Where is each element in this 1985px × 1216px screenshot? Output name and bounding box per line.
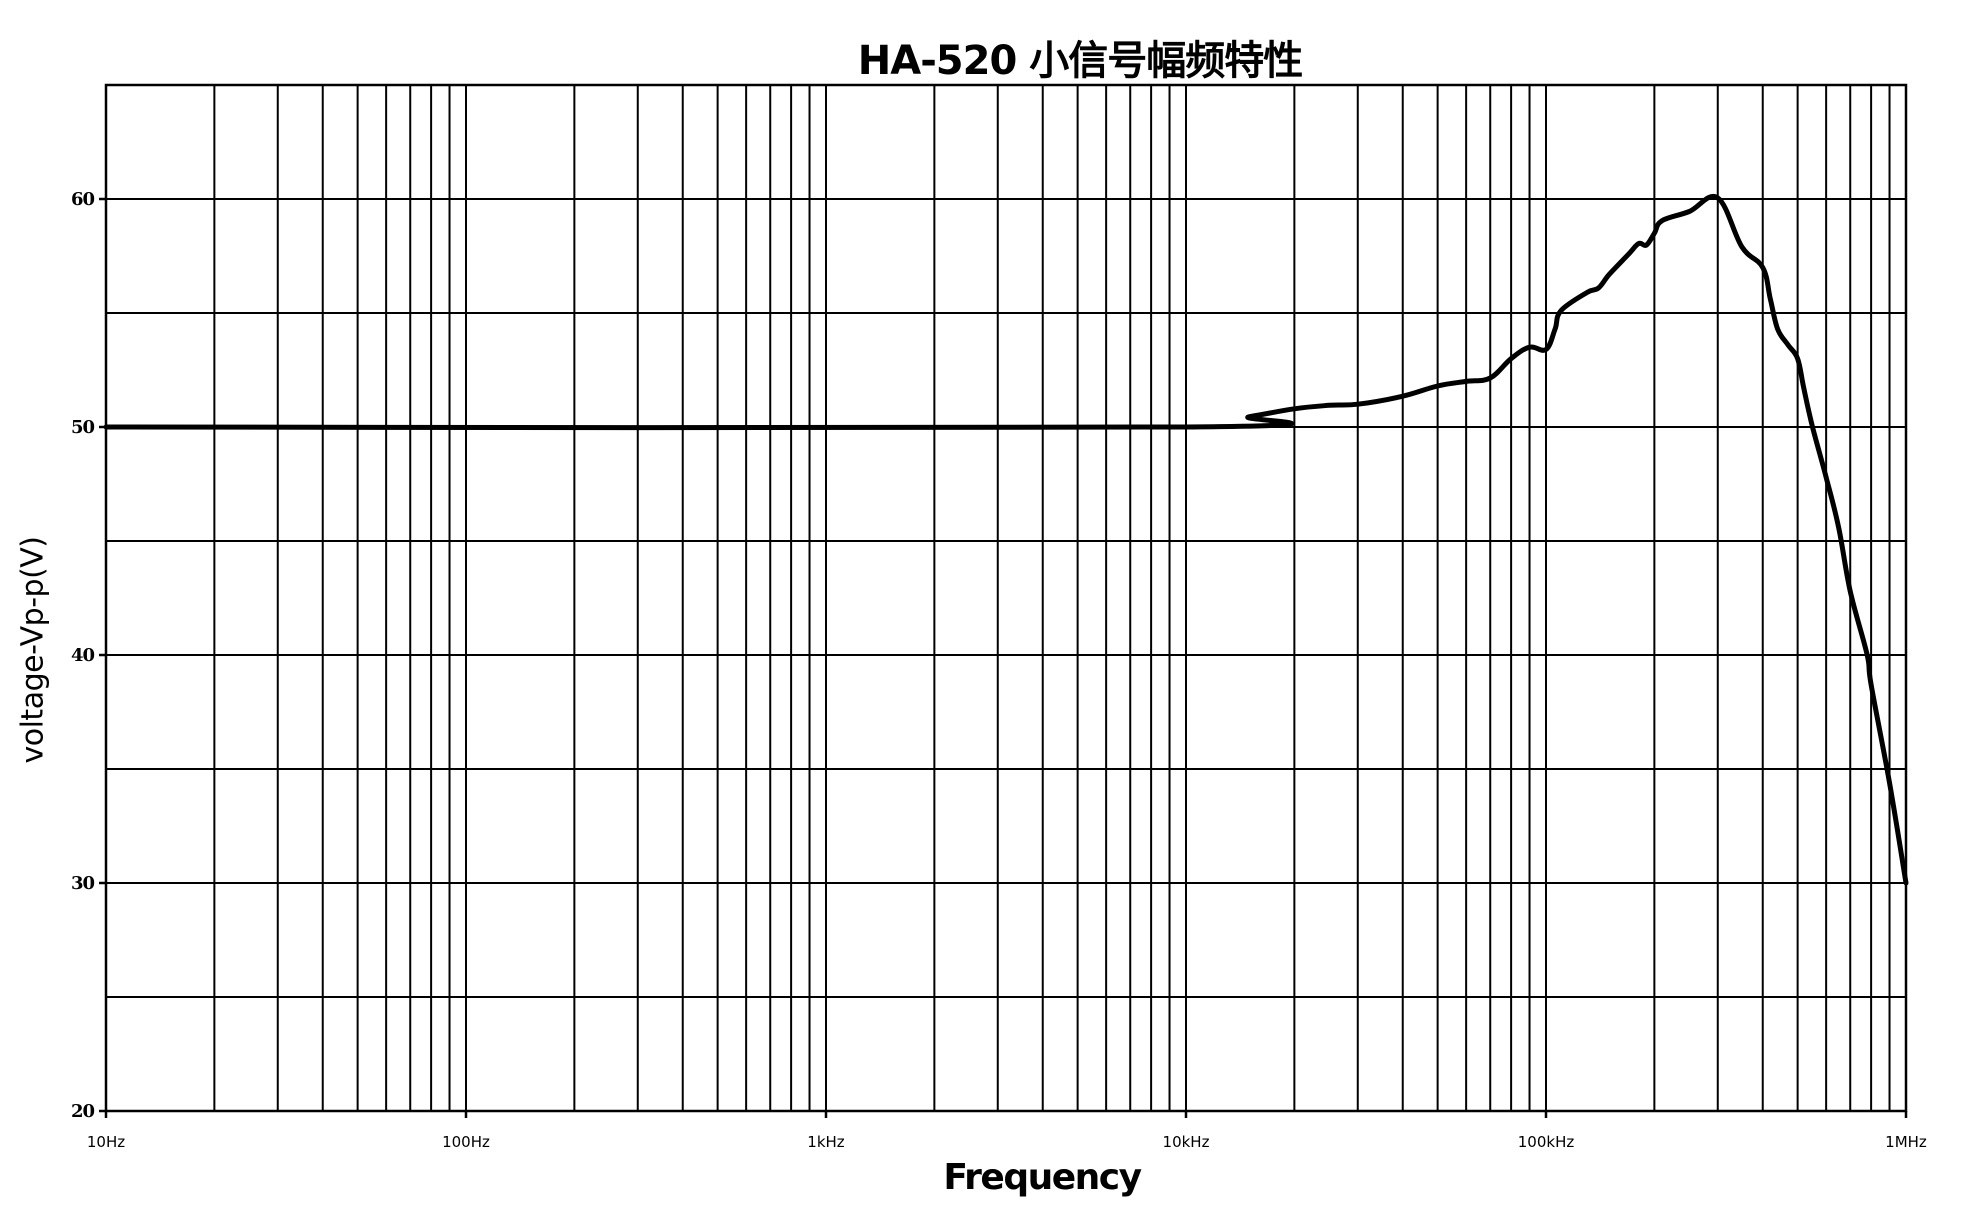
- x-tick-label: 1kHz: [807, 1133, 845, 1151]
- data-series-line: [103, 193, 1909, 886]
- y-tick-label: 30: [71, 873, 95, 894]
- y-tick-label: 50: [71, 417, 95, 438]
- horizontal-gridlines: [106, 84, 1906, 1112]
- x-tick-label: 100kHz: [1518, 1133, 1575, 1151]
- chart-title: HA-520 小信号幅频特性: [857, 38, 1303, 84]
- y-tick-label: 60: [71, 189, 95, 210]
- vertical-gridlines: [105, 85, 1891, 1111]
- y-axis-label: voltage-Vp-p(V): [15, 536, 51, 764]
- x-tick-label: 1MHz: [1885, 1133, 1927, 1151]
- x-axis-ticks: 10Hz 100Hz 1kHz 10kHz 100kHz 1MHz: [87, 1111, 1927, 1151]
- x-tick-label: 100Hz: [442, 1133, 490, 1151]
- y-axis-ticks: 20 30 40 50 60: [71, 189, 106, 1122]
- y-tick-label: 20: [71, 1101, 95, 1122]
- x-axis-label: Frequency: [943, 1157, 1142, 1198]
- y-tick-label: 40: [71, 645, 95, 666]
- x-tick-label: 10Hz: [87, 1133, 125, 1151]
- plot-frame: [104, 83, 1908, 1113]
- x-tick-label: 10kHz: [1163, 1133, 1210, 1151]
